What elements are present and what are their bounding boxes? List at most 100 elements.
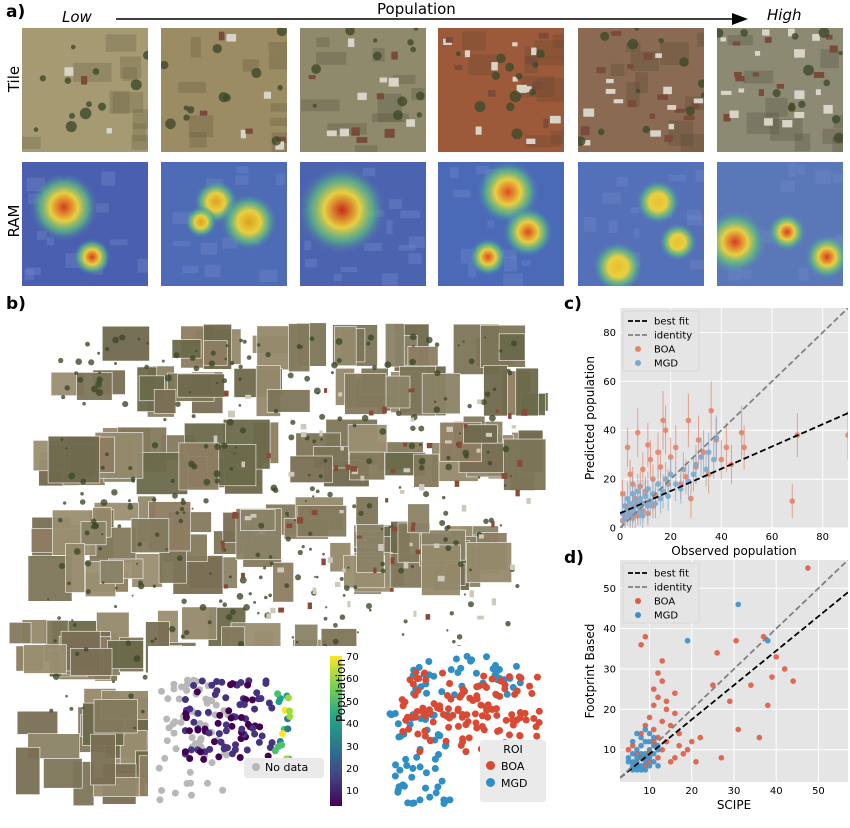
identity-line	[620, 560, 848, 779]
x-tick-label: 0	[617, 532, 623, 543]
point-boa	[790, 678, 796, 684]
point-mgd	[625, 754, 632, 761]
x-tick-label: 30	[728, 786, 741, 797]
colorbar-ticks: 10 20 30 40 50 60 70	[342, 650, 372, 815]
point-boa	[738, 429, 745, 436]
point-mgd	[638, 767, 644, 773]
y-tick-label: 50	[603, 584, 616, 595]
point-boa	[659, 658, 666, 664]
point-boa	[655, 670, 661, 676]
best-fit-line	[620, 591, 848, 779]
point-mgd	[665, 493, 671, 500]
point-boa	[688, 495, 694, 502]
point-boa	[650, 738, 657, 745]
satellite-tile-2	[161, 28, 287, 152]
point-mgd	[657, 495, 664, 502]
point-mgd	[650, 734, 657, 741]
satellite-tile-6	[717, 28, 843, 152]
point-boa	[748, 682, 754, 688]
panel-a-label: a)	[6, 2, 26, 22]
point-mgd	[645, 486, 651, 492]
point-mgd	[642, 767, 649, 773]
colorbar-tick-label: 50	[346, 696, 359, 708]
chart-c: 0 20 40 60 80 0 20 40 60 80 Observed population Pre…	[568, 298, 850, 560]
legend-point-marker	[635, 612, 641, 618]
point-mgd	[667, 471, 674, 478]
x-tick-label: 60	[766, 532, 779, 543]
point-mgd	[655, 763, 661, 769]
point-mgd	[690, 471, 697, 478]
point-boa	[659, 678, 666, 684]
embedding-scatter-population	[150, 660, 330, 805]
colorbar-tick-label: 60	[346, 674, 359, 686]
point-boa	[672, 710, 678, 717]
point-mgd	[638, 742, 644, 749]
colorbar-tick-label: 40	[346, 719, 359, 731]
y-tick-label: 80	[603, 328, 616, 339]
point-boa	[683, 473, 689, 480]
chart-d: 10 20 30 40 50 10 20 30 40 50 SCIPE Footprint Based…	[568, 556, 850, 824]
legend-entry-label: MGD	[654, 611, 678, 622]
point-boa	[695, 437, 702, 443]
no-data-marker	[252, 763, 260, 771]
point-mgd	[735, 601, 742, 608]
point-mgd	[672, 481, 679, 487]
point-boa	[718, 456, 725, 463]
point-boa	[663, 698, 670, 705]
point-mgd	[638, 750, 644, 757]
point-boa	[700, 449, 707, 456]
y-tick-label: 20	[603, 475, 616, 486]
colorbar-tick-label: 70	[346, 652, 359, 663]
point-boa	[650, 686, 657, 692]
point-boa	[667, 722, 674, 729]
y-tick-label: 0	[610, 524, 616, 535]
panel-c-label: c)	[564, 294, 582, 314]
point-boa	[634, 429, 641, 436]
point-mgd	[634, 767, 640, 773]
legend-entry-label: BOA	[654, 345, 675, 356]
point-mgd	[646, 763, 653, 769]
point-mgd	[634, 746, 640, 753]
point-boa	[676, 742, 682, 749]
chart-legend: best fit identity BOA MGD	[622, 310, 700, 372]
point-mgd	[640, 512, 646, 519]
legend-entry-label: best fit	[654, 569, 689, 580]
roi-boa-label: BOA	[501, 760, 525, 773]
point-boa	[733, 637, 739, 644]
x-tick-label: 40	[715, 532, 728, 543]
point-boa	[662, 427, 669, 434]
point-boa	[667, 759, 674, 765]
point-mgd	[705, 449, 712, 456]
point-boa	[697, 734, 704, 741]
point-mgd	[646, 754, 653, 761]
legend-entry-label: BOA	[654, 597, 675, 608]
point-boa	[714, 650, 720, 656]
ram-heatmap-1	[22, 162, 148, 286]
ram-heatmap-6	[717, 162, 843, 286]
point-mgd	[634, 488, 641, 495]
point-mgd	[655, 481, 661, 487]
satellite-tile-5	[578, 28, 704, 152]
point-boa	[685, 417, 692, 424]
point-mgd	[637, 495, 644, 502]
point-mgd	[662, 476, 669, 482]
row-label-ram: RAM	[5, 204, 23, 238]
point-boa	[660, 417, 666, 424]
point-mgd	[642, 759, 649, 765]
point-mgd	[634, 730, 640, 737]
point-boa	[647, 456, 654, 463]
point-boa	[672, 444, 679, 451]
point-mgd	[652, 500, 659, 507]
population-colorbar	[330, 656, 342, 806]
point-boa	[688, 738, 695, 745]
point-boa	[659, 746, 666, 753]
satellite-tile-1	[22, 28, 148, 152]
y-axis-label: Footprint Based	[583, 624, 597, 719]
colorbar-tick-label: 30	[346, 741, 359, 753]
chart-legend: best fit identity BOA MGD	[622, 562, 700, 624]
low-label: Low	[62, 8, 92, 26]
roi-mgd-label: MGD	[501, 777, 528, 790]
point-boa	[655, 754, 661, 761]
satellite-tile-4	[438, 28, 564, 152]
point-boa	[655, 734, 661, 741]
